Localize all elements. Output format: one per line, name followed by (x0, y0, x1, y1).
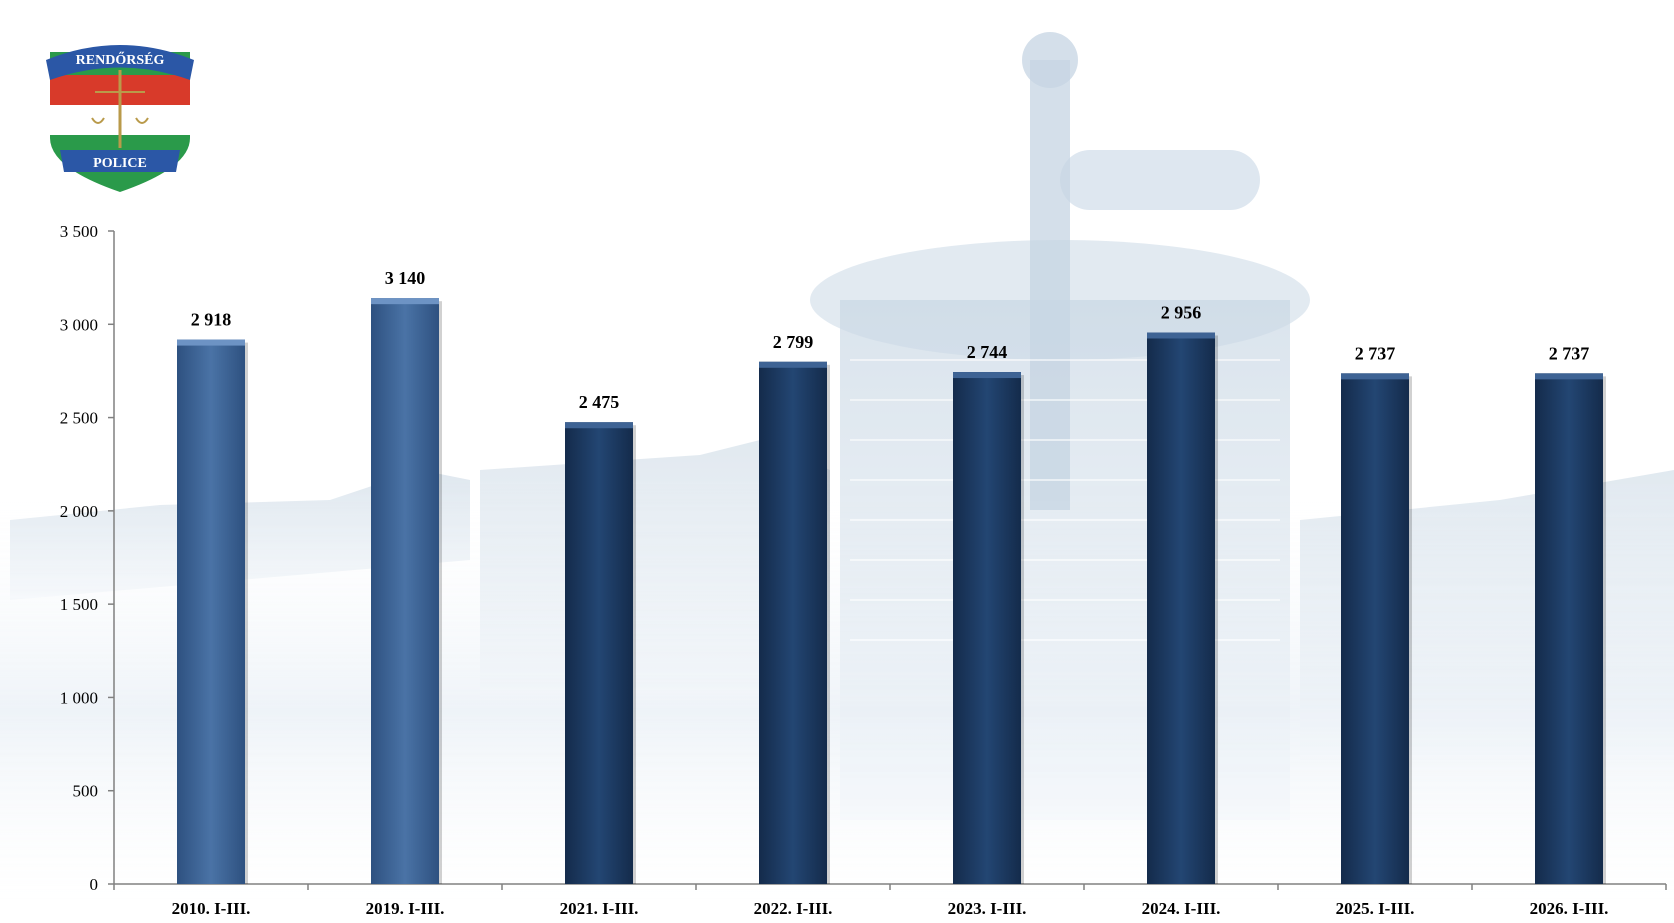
bar (1341, 373, 1409, 884)
bar-7 (1341, 373, 1412, 884)
y-tick-label: 3 000 (60, 315, 98, 334)
x-category-label: 2025. I-III. (1336, 899, 1415, 918)
chart-bars (177, 298, 1606, 884)
x-category-label: 2010. I-III. (172, 899, 251, 918)
data-label: 3 140 (385, 268, 426, 288)
bar (953, 372, 1021, 884)
data-label: 2 475 (579, 392, 620, 412)
bar-1 (177, 339, 248, 884)
bar (565, 422, 633, 884)
bar-5 (953, 372, 1024, 884)
bar-cap (177, 339, 245, 346)
data-label: 2 799 (773, 332, 814, 352)
bar-6 (1147, 332, 1218, 884)
bar-2 (371, 298, 442, 884)
y-tick-label: 1 000 (60, 688, 98, 707)
bar-8 (1535, 373, 1606, 884)
y-tick-label: 0 (90, 875, 99, 894)
bar-cap (371, 298, 439, 305)
bar-cap (1341, 373, 1409, 380)
bar (177, 339, 245, 884)
bar-4 (759, 361, 830, 884)
bar (1147, 332, 1215, 884)
background-building-image (0, 32, 1674, 900)
y-tick-label: 2 500 (60, 409, 98, 428)
y-tick-label: 1 500 (60, 595, 98, 614)
x-category-label: 2026. I-III. (1530, 899, 1609, 918)
data-label: 2 956 (1161, 302, 1202, 322)
y-tick-label: 2 000 (60, 502, 98, 521)
x-category-label: 2021. I-III. (560, 899, 639, 918)
bar-cap (953, 372, 1021, 379)
x-category-label: 2024. I-III. (1142, 899, 1221, 918)
chart-labels: 2 918 2010. I-III. 3 140 2019. I-III. 2 475 2… (172, 268, 1609, 918)
data-label: 2 918 (191, 310, 232, 330)
data-label: 2 744 (967, 342, 1008, 362)
y-tick-label: 3 500 (60, 222, 98, 241)
data-label: 2 737 (1549, 343, 1590, 363)
bar-cap (759, 361, 827, 368)
y-tick-label: 500 (73, 782, 99, 801)
bar (1535, 373, 1603, 884)
logo-bottom-text: POLICE (93, 156, 147, 171)
bar-cap (565, 422, 633, 429)
bar (371, 298, 439, 884)
police-badge-logo: RENDŐRSÉG POLICE (46, 45, 194, 192)
x-category-label: 2023. I-III. (948, 899, 1027, 918)
logo-top-text: RENDŐRSÉG (76, 51, 165, 68)
bar-cap (1535, 373, 1603, 380)
bar-3 (565, 422, 636, 884)
x-category-label: 2019. I-III. (366, 899, 445, 918)
bar-cap (1147, 332, 1215, 339)
data-label: 2 737 (1355, 343, 1396, 363)
x-category-label: 2022. I-III. (754, 899, 833, 918)
bar (759, 361, 827, 884)
